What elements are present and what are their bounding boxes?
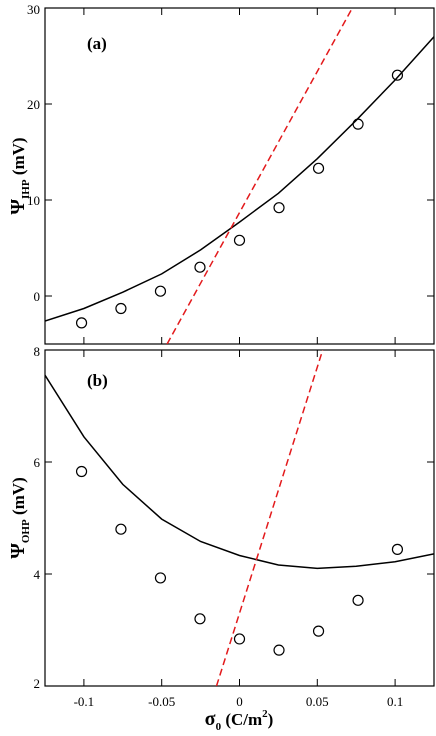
panel-a-ylabel: ΨIHP (mV)	[7, 137, 32, 214]
panel-b-data-point	[352, 594, 364, 606]
panel-b-xtick-label: -0.05	[148, 694, 175, 709]
panel-b-ytick-label: 4	[34, 567, 41, 582]
panel-b-data-point	[154, 572, 167, 584]
panel-b-data-point	[115, 523, 127, 535]
panel-b-xtick-label: 0.05	[306, 694, 329, 709]
panel-a-dashed-line	[166, 8, 353, 344]
panel-a-data-point	[352, 118, 364, 130]
panel-b-ylabel-subscript: OHP	[20, 519, 32, 543]
panel-a-label: (a)	[87, 34, 107, 53]
panel-b-xlabel-close: )	[268, 710, 274, 729]
panel-a-ytick-label: 0	[34, 289, 41, 304]
panel-b-data-point	[273, 644, 285, 656]
panel-b-xlabel-sup: 2	[262, 708, 268, 720]
panel-b-dashed-line	[215, 350, 324, 686]
panel-a-data-point	[75, 317, 88, 329]
panel-b-xlabel: σ0 (C/m2)	[205, 708, 274, 733]
panel-b-data-point	[312, 625, 325, 637]
panel-b-xlabel-subscript: 0	[216, 721, 222, 733]
panel-a-data-point	[391, 69, 404, 81]
panel-a-ylabel-subscript: IHP	[20, 179, 32, 199]
panel-a-data-point	[115, 302, 127, 315]
panel-a-ytick-label: 20	[27, 97, 40, 112]
panel-b-ticks: -0.1 -0.05 0 0.05 0.1 2 4 6 8	[34, 344, 434, 709]
panel-a-data-point	[233, 234, 246, 246]
panel-a-ticks: 0 10 20 30	[27, 2, 434, 344]
panel-b-ylabel-unit: (mV)	[9, 477, 28, 519]
panel-a-frame	[44, 7, 435, 345]
panel-b-xtick-label: 0.1	[387, 694, 403, 709]
panel-a-ylabel-unit: (mV)	[9, 137, 28, 179]
panel-b-ytick-label: 2	[34, 676, 41, 691]
panel-a-ytick-label: 10	[27, 193, 40, 208]
panel-a-ylabel-symbol: Ψ	[7, 199, 29, 215]
panel-a-data-point	[194, 261, 206, 273]
panel-b-xlabel-symbol: σ	[205, 708, 216, 730]
panel-b-xlabel-unit: (C/m	[221, 710, 262, 729]
panel-a-data-point	[312, 162, 325, 174]
panel-b-solid-curve	[45, 374, 434, 570]
panel-b-ylabel: ΨOHP (mV)	[7, 477, 32, 558]
panel-b-xtick-label: -0.1	[74, 694, 95, 709]
panel-a-series	[45, 8, 434, 344]
panel-b-ytick-label: 6	[34, 455, 41, 470]
panel-b-data-point	[194, 613, 206, 625]
panel-a-solid-curve	[45, 36, 434, 322]
panel-b-xtick-label: 0	[236, 694, 243, 709]
panel-b-data-point	[391, 543, 404, 555]
panel-a: 0 10 20 30 (a) ΨIHP (mV)	[7, 2, 435, 345]
panel-a-data-point	[154, 285, 167, 297]
panel-b-data-point	[75, 465, 88, 478]
panel-b-ytick-label: 8	[34, 344, 41, 359]
panel-b-frame	[44, 349, 435, 687]
panel-b-series	[45, 350, 434, 686]
panel-b-ylabel-symbol: Ψ	[7, 543, 29, 559]
panel-a-data-point	[273, 202, 285, 214]
panel-a-ytick-label: 30	[27, 2, 40, 17]
panel-b-data-point	[233, 633, 246, 645]
panel-b-label: (b)	[87, 371, 108, 390]
